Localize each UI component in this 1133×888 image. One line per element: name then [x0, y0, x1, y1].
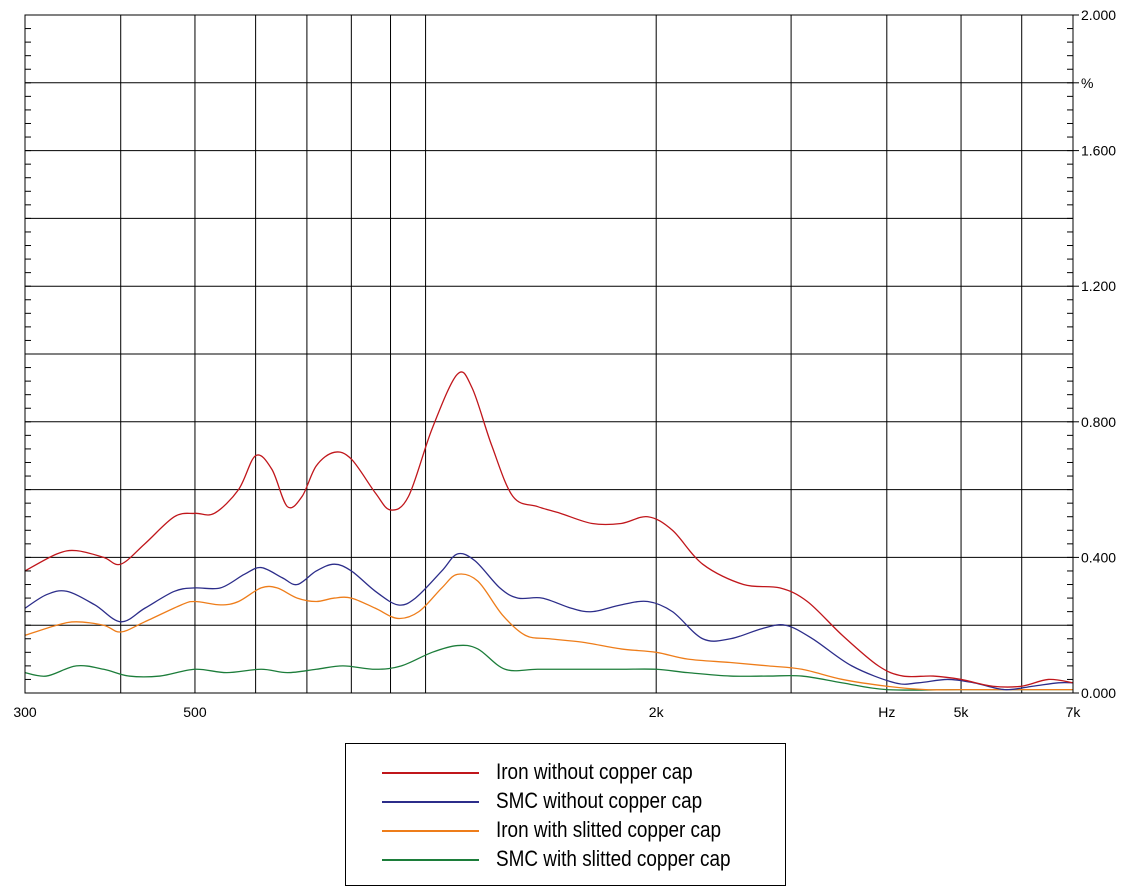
legend-label: Iron with slitted copper cap: [496, 817, 721, 843]
legend-item: SMC without copper cap: [346, 787, 785, 817]
y-tick-label: 0.800: [1081, 414, 1116, 430]
legend-swatch: [382, 830, 479, 832]
distortion-chart: 300 500 2k Hz 5k 7k 2.000% 1.600 1.200 0.800 0.40…: [0, 0, 1133, 740]
y-tick-labels: 2.000% 1.600 1.200 0.800 0.400 0.000: [1081, 7, 1116, 701]
grid-lines: [25, 15, 1073, 693]
legend-swatch: [382, 859, 479, 861]
x-tick-label: 2k: [649, 704, 665, 720]
series-lines: [25, 372, 1073, 690]
x-tick-labels: 300 500 2k Hz 5k 7k: [13, 704, 1081, 720]
y-tick-label: 1.600: [1081, 143, 1116, 159]
x-tick-label: Hz: [878, 704, 895, 720]
y-tick-label: 2.000: [1081, 7, 1116, 23]
legend-swatch: [382, 772, 479, 774]
legend-item: SMC with slitted copper cap: [346, 845, 785, 875]
x-tick-label: 5k: [954, 704, 970, 720]
legend-label: Iron without copper cap: [496, 759, 693, 785]
y-tick-label: 0.000: [1081, 685, 1116, 701]
legend-item: Iron without copper cap: [346, 758, 785, 788]
x-tick-label: 500: [183, 704, 207, 720]
y-tick-label: 1.200: [1081, 278, 1116, 294]
series-line-iron-without-copper-cap: [25, 372, 1073, 687]
legend-item: Iron with slitted copper cap: [346, 816, 785, 846]
y-tick-label: %: [1081, 75, 1093, 91]
legend-label: SMC with slitted copper cap: [496, 846, 730, 872]
legend-swatch: [382, 801, 479, 803]
x-tick-label: 7k: [1066, 704, 1082, 720]
x-tick-label: 300: [13, 704, 37, 720]
series-line-iron-with-slitted-copper-cap: [25, 574, 1073, 690]
legend: Iron without copper cap SMC without coppe…: [345, 743, 786, 886]
y-tick-label: 0.400: [1081, 549, 1116, 565]
legend-label: SMC without copper cap: [496, 788, 702, 814]
